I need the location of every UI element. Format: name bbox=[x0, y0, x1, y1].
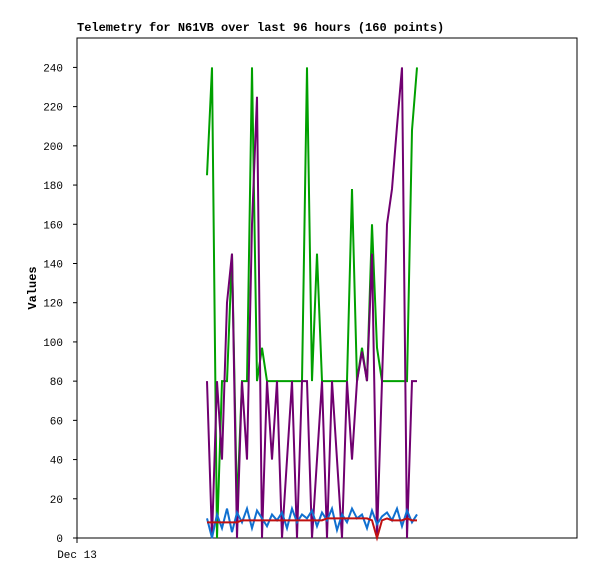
y-tick-label: 180 bbox=[43, 181, 63, 193]
y-tick-label: 240 bbox=[43, 63, 63, 75]
y-axis-label: Values bbox=[26, 266, 40, 309]
y-tick-label: 220 bbox=[43, 103, 63, 115]
chart-title: Telemetry for N61VB over last 96 hours (… bbox=[77, 21, 444, 35]
series-line bbox=[206, 67, 417, 539]
y-tick-label: 200 bbox=[43, 142, 63, 154]
y-tick-label: 160 bbox=[43, 220, 63, 232]
y-tick-label: 20 bbox=[50, 495, 63, 507]
y-tick-label: 120 bbox=[43, 299, 63, 311]
series-line bbox=[207, 517, 417, 542]
series-line bbox=[206, 505, 418, 539]
y-tick-label: 40 bbox=[50, 456, 63, 468]
y-tick-label: 80 bbox=[50, 377, 63, 389]
plot-frame bbox=[76, 37, 578, 539]
y-tick-label: 100 bbox=[43, 338, 63, 350]
y-tick-label: 140 bbox=[43, 259, 63, 271]
y-tick-label: 60 bbox=[50, 416, 63, 428]
x-tick-label: Dec 13 bbox=[57, 550, 97, 562]
y-tick-label: 0 bbox=[56, 534, 63, 546]
